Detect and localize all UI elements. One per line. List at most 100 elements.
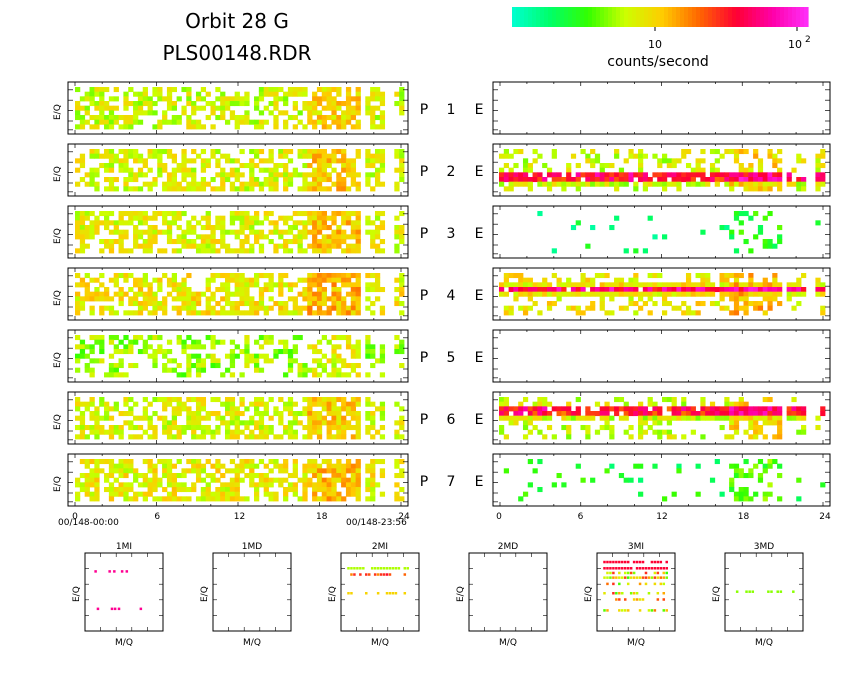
spectrogram-cell: [666, 429, 672, 435]
spectrogram-cell: [508, 406, 514, 412]
spectrogram-cell: [370, 468, 376, 474]
colorbar-segment: [764, 7, 769, 27]
spectrogram-cell: [147, 344, 153, 350]
spectrogram-cell: [181, 153, 187, 159]
spectrogram-cell: [254, 496, 260, 502]
spectrogram-cell: [312, 96, 318, 102]
mass-spectrum-point: [379, 567, 383, 570]
spectrogram-cell: [681, 406, 687, 412]
spectrogram-cell: [239, 277, 245, 283]
spectrogram-cell: [292, 429, 298, 435]
spectrogram-cell: [570, 177, 577, 183]
mass-spectrum-point: [653, 560, 657, 564]
spectrogram-cell: [791, 415, 797, 421]
spectrogram-cell: [268, 459, 274, 465]
spectrogram-cell: [302, 186, 308, 192]
spectrogram-cell: [738, 181, 744, 187]
spectrogram-cell: [307, 482, 313, 488]
spectrogram-cell: [700, 277, 706, 283]
spectrogram-cell: [753, 211, 759, 217]
mass-spectrum-point: [385, 573, 389, 576]
spectrogram-cell: [244, 335, 250, 341]
spectrogram-cell: [200, 344, 207, 350]
spectrogram-cell: [283, 468, 289, 474]
spectrogram-cell: [239, 248, 245, 254]
spectrogram-cell: [75, 225, 81, 231]
spectrogram-cell: [566, 282, 572, 288]
spectrogram-cell: [244, 420, 250, 426]
x-tick-label: 6: [578, 512, 584, 522]
spectrogram-cell: [99, 239, 105, 245]
spectrogram-cell: [738, 473, 744, 479]
spectrogram-cell: [215, 96, 221, 102]
spectrogram-cell: [671, 282, 677, 288]
spectrogram-cell: [234, 468, 240, 474]
spectrogram-cell: [326, 310, 332, 316]
spectrogram-cell: [244, 349, 250, 355]
spectrogram-cell: [628, 282, 634, 288]
spectrogram-cell: [370, 459, 376, 465]
spectrogram-cell: [191, 434, 197, 440]
mass-spectrum-point: [662, 598, 666, 601]
spectrogram-cell: [258, 411, 265, 417]
spectrogram-cell: [738, 273, 744, 279]
spectrogram-cell: [157, 305, 163, 311]
spectrogram-cell: [700, 411, 706, 417]
spectrogram-cell: [186, 406, 192, 412]
spectrogram-cell: [244, 211, 250, 217]
mass-spectrum-point: [108, 570, 111, 573]
spectrogram-cell: [399, 459, 405, 465]
spectrogram-cell: [94, 335, 100, 341]
spectrogram-cell: [108, 239, 115, 245]
spectrogram-cell: [733, 181, 740, 187]
spectrogram-cell: [108, 305, 115, 311]
colorbar-segment: [676, 7, 681, 27]
spectrogram-cell: [166, 211, 173, 217]
mass-spectrum-point: [350, 567, 353, 570]
spectrogram-cell: [263, 463, 269, 469]
spectrogram-cell: [522, 406, 529, 412]
spectrogram-cell: [399, 339, 405, 345]
spectrogram-cell: [633, 411, 639, 417]
spectrogram-cell: [258, 301, 265, 307]
spectrogram-cell: [128, 287, 134, 293]
spectrogram-cell: [316, 305, 323, 311]
spectrogram-cell: [99, 96, 105, 102]
spectrogram-cell: [370, 243, 376, 249]
colorbar-segment: [668, 7, 673, 27]
spectrogram-cell: [724, 406, 730, 412]
spectrogram-cell: [355, 339, 361, 345]
spectrogram-cell: [399, 153, 405, 159]
mass-y-label: E/Q: [328, 586, 338, 602]
spectrogram-cell: [162, 181, 168, 187]
spectrogram-cell: [355, 468, 361, 474]
spectrogram-cell: [297, 277, 303, 283]
spectrogram-cell: [345, 105, 352, 111]
spectrogram-cell: [181, 277, 187, 283]
spectrogram-cell: [341, 301, 347, 307]
spectrogram-cell: [394, 186, 400, 192]
spectrogram-cell: [312, 401, 318, 407]
spectrogram-cell: [123, 229, 129, 235]
spectrogram-cell: [399, 234, 405, 240]
spectrogram-cell: [89, 468, 95, 474]
spectrogram-cell: [757, 158, 764, 164]
spectrogram-cell: [374, 181, 381, 187]
spectrogram-cell: [249, 482, 255, 488]
spectrogram-cell: [147, 234, 153, 240]
spectrogram-cell: [326, 296, 332, 302]
spectrogram-cell: [321, 153, 327, 159]
spectrogram-cell: [580, 310, 586, 316]
mass-spectrum-point: [403, 573, 407, 576]
spectrogram-cell: [186, 459, 192, 465]
spectrogram-cell: [234, 124, 240, 130]
spectrogram-cell: [647, 273, 653, 279]
spectrogram-cell: [815, 186, 821, 192]
colorbar-segment: [576, 7, 581, 27]
spectrogram-cell: [133, 225, 139, 231]
spectrogram-cell: [75, 397, 81, 403]
spectrogram-cell: [321, 301, 327, 307]
spectrogram-cell: [399, 211, 405, 217]
spectrogram-cell: [123, 163, 129, 169]
spectrogram-cell: [181, 468, 187, 474]
